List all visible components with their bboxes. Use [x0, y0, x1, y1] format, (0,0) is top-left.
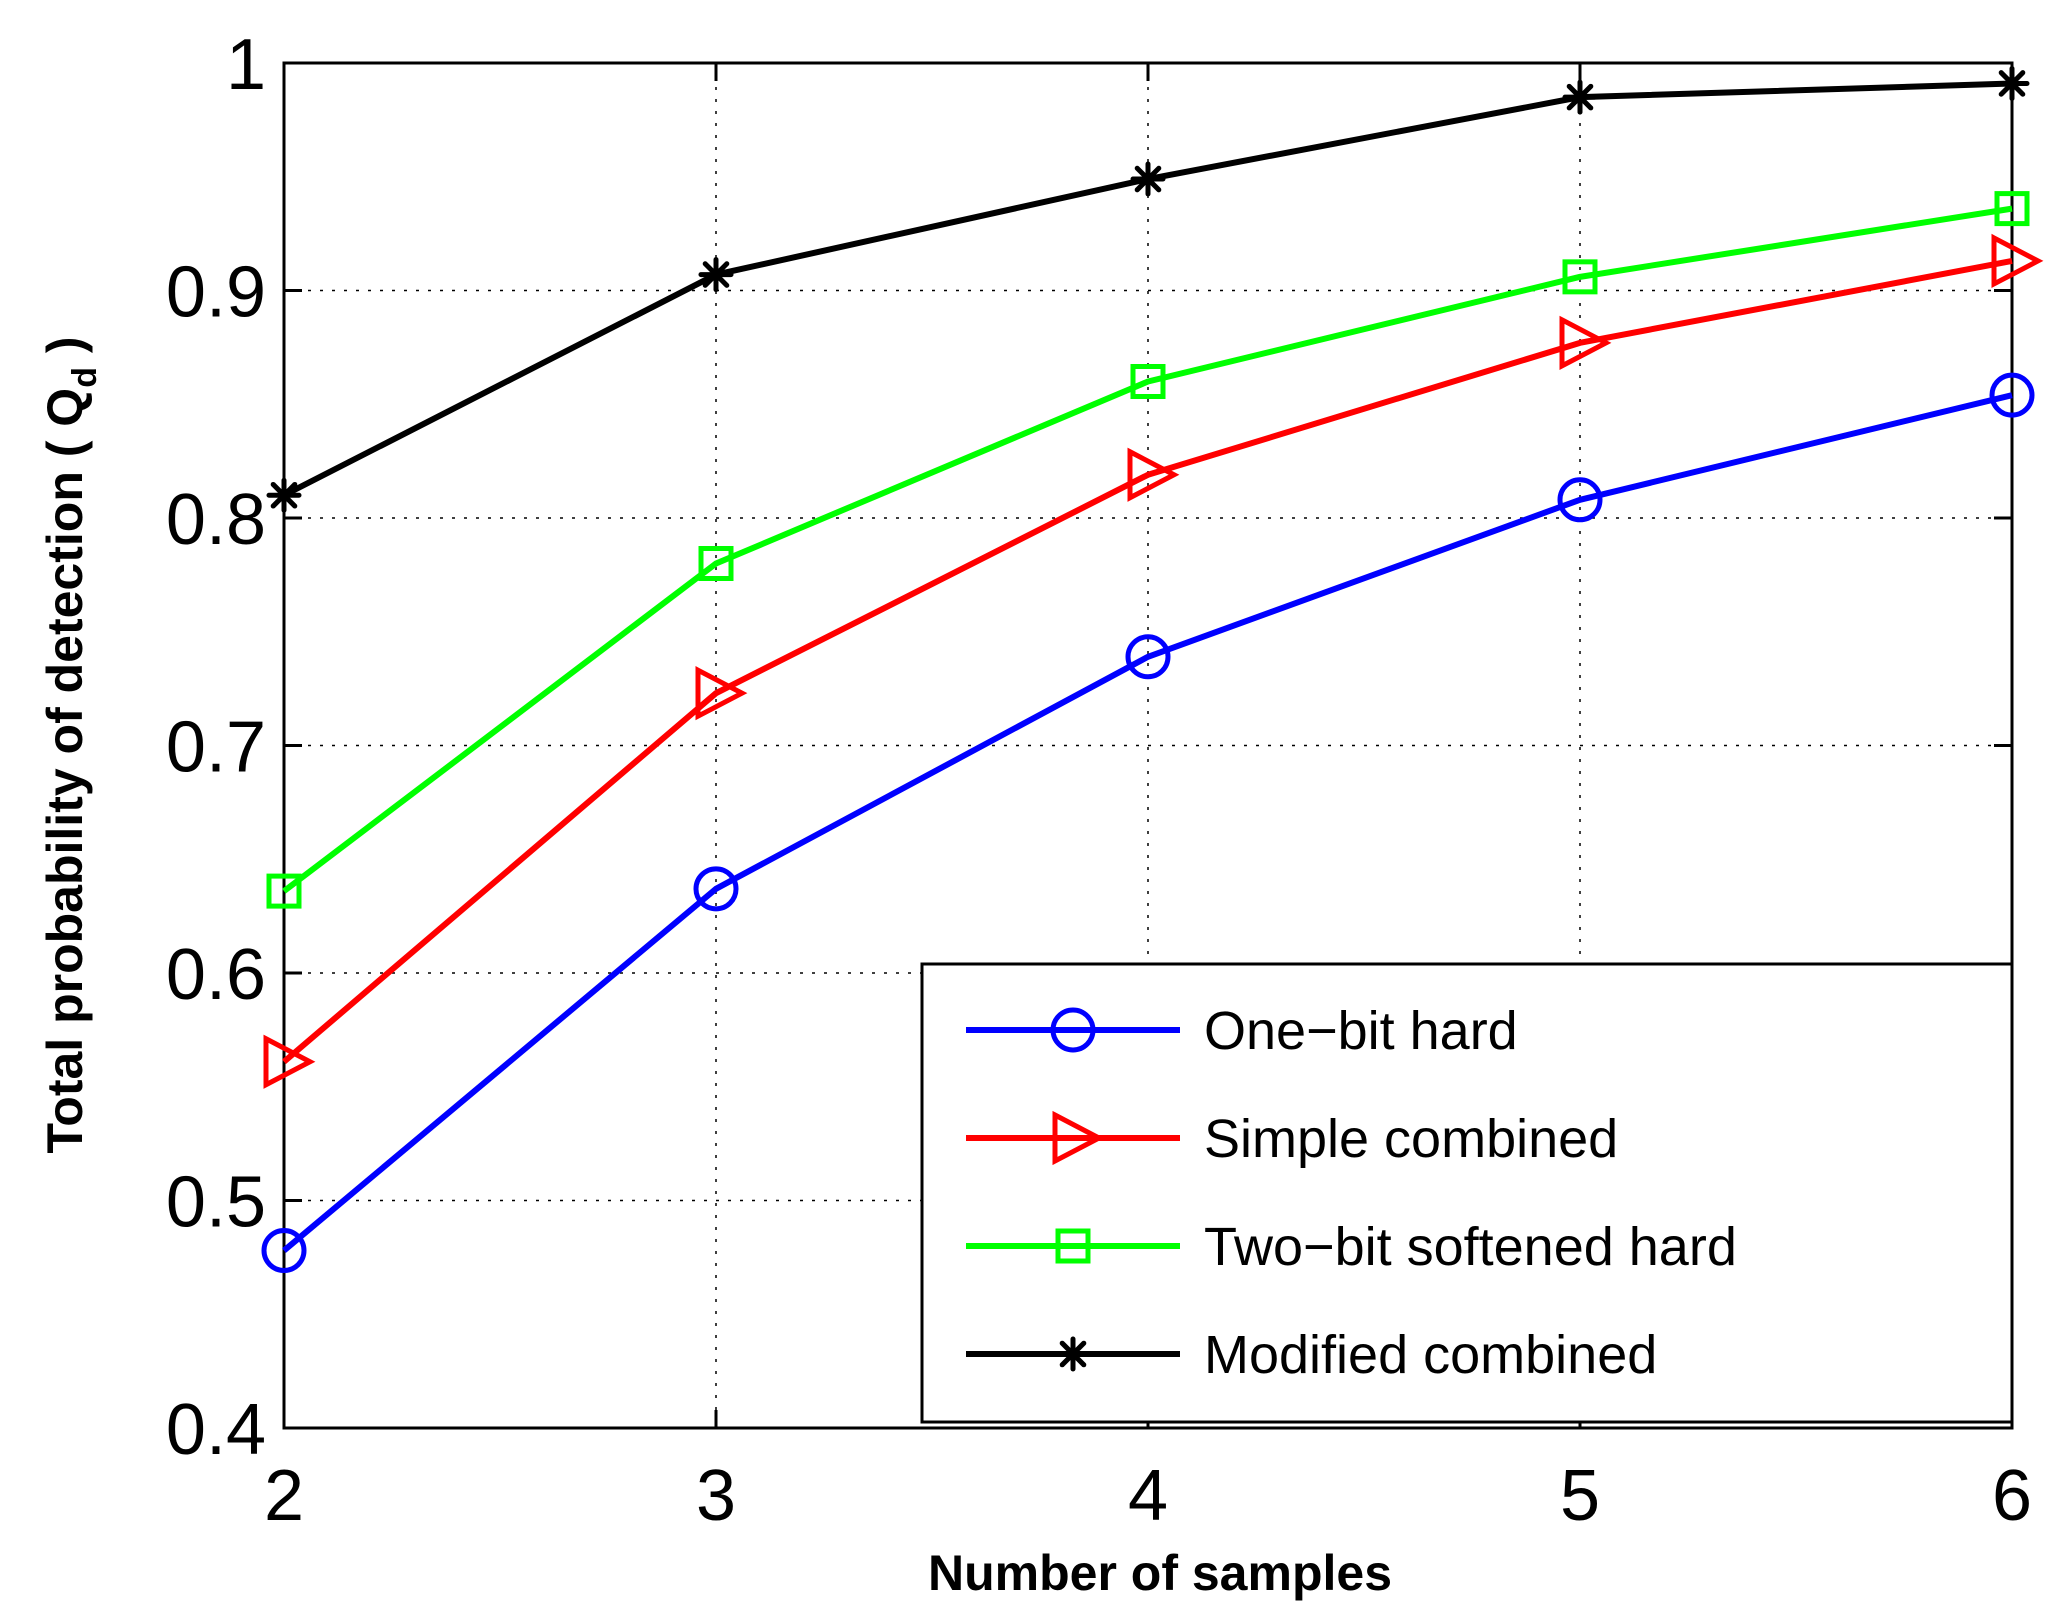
triangle-marker: [1127, 447, 1180, 502]
asterisk-marker: [1994, 65, 2030, 101]
legend-label: Modified combined: [1204, 1325, 1657, 1385]
square-marker: [1994, 191, 2030, 227]
circle-marker: [1557, 477, 1603, 523]
legend-label: One−bit hard: [1204, 1001, 1518, 1061]
series-asterisk: [266, 65, 2030, 513]
legend-label: Simple combined: [1204, 1109, 1618, 1169]
y-tick-label: 0.8: [166, 480, 266, 560]
y-axis-title-main: Total probability of detection ( Q: [37, 388, 93, 1154]
circle-marker: [261, 1228, 307, 1274]
square-marker: [1562, 259, 1598, 295]
series-circle: [261, 372, 2035, 1274]
square-marker: [1130, 364, 1166, 399]
asterisk-marker: [1130, 161, 1166, 197]
asterisk-marker: [266, 477, 302, 513]
asterisk-marker: [1055, 1336, 1091, 1372]
x-tick-label: 5: [1560, 1456, 1600, 1536]
data-series: [261, 65, 2044, 1274]
triangle-marker: [1052, 1110, 1105, 1166]
circle-marker: [693, 866, 739, 912]
legend-entries: One−bit hard Simple combined Two−bit softe…: [966, 1001, 1737, 1385]
x-tick-label: 3: [696, 1456, 736, 1536]
y-tick-label: 0.7: [166, 708, 266, 788]
circle-marker: [1989, 372, 2035, 418]
legend-entry: Simple combined: [966, 1109, 1618, 1169]
y-axis-title-close: ): [37, 336, 93, 367]
y-tick-label: 0.5: [166, 1163, 266, 1243]
y-tick-label: 0.9: [166, 253, 266, 333]
series-triangle-right: [263, 233, 2044, 1089]
x-axis-tick-labels: 2 3 4 5 6: [264, 1456, 2032, 1536]
x-tick-label: 6: [1992, 1456, 2032, 1536]
legend-entry: One−bit hard: [966, 1001, 1518, 1061]
asterisk-stroke: [270, 481, 298, 509]
y-axis-title: Total probability of detection ( Qd ): [37, 336, 104, 1153]
legend-entry: Modified combined: [966, 1325, 1657, 1385]
circle-marker: [1125, 634, 1171, 680]
asterisk-marker: [1562, 79, 1598, 115]
series-square: [266, 191, 2030, 909]
asterisk-stroke: [1566, 83, 1594, 111]
asterisk-stroke: [1059, 1340, 1087, 1368]
y-tick-label: 1: [226, 25, 266, 105]
triangle-marker: [263, 1034, 316, 1089]
y-tick-label: 0.4: [166, 1390, 266, 1470]
y-axis-tick-labels: 0.4 0.5 0.6 0.7 0.8 0.9 1: [166, 25, 266, 1470]
legend: One−bit hard Simple combined Two−bit softe…: [920, 962, 2014, 1424]
legend-box: [920, 962, 2014, 1424]
x-tick-label: 4: [1128, 1456, 1168, 1536]
triangle-marker: [1559, 315, 1612, 370]
triangle-marker: [1991, 233, 2044, 289]
square-marker: [698, 546, 734, 581]
asterisk-stroke: [1134, 165, 1162, 193]
circle-marker: [1050, 1007, 1096, 1053]
legend-label: Two−bit softened hard: [1204, 1217, 1737, 1277]
triangle-marker: [695, 666, 748, 721]
series-line: [282, 392, 2013, 1253]
y-tick-label: 0.6: [166, 935, 266, 1015]
series-line: [282, 257, 2013, 1065]
y-axis-title-subscript: d: [66, 367, 104, 388]
series-line: [282, 80, 2013, 498]
asterisk-marker: [698, 257, 734, 293]
square-marker: [1055, 1228, 1091, 1264]
legend-entry: Two−bit softened hard: [966, 1217, 1737, 1277]
square-marker: [266, 873, 302, 909]
asterisk-stroke: [1998, 70, 2026, 97]
x-tick-label: 2: [264, 1456, 304, 1536]
asterisk-stroke: [702, 261, 730, 288]
x-axis-title: Number of samples: [928, 1545, 1392, 1601]
series-line: [282, 205, 2013, 894]
